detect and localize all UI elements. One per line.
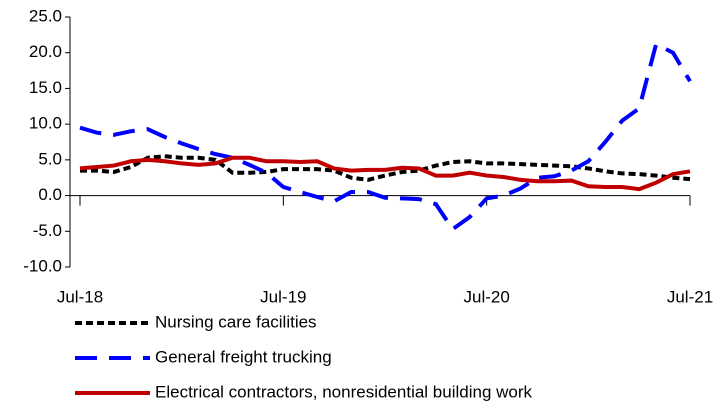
y-tick-label: 0.0	[38, 185, 62, 204]
y-tick-label: 15.0	[29, 78, 62, 97]
y-tick-label: -10.0	[23, 256, 62, 275]
legend-label: Electrical contractors, nonresidential b…	[155, 382, 533, 401]
y-tick-label: -5.0	[33, 221, 62, 240]
y-tick-label: 5.0	[38, 149, 62, 168]
series-line	[79, 155, 691, 192]
x-tick-label: Jul-19	[260, 287, 306, 306]
series-line	[79, 41, 692, 232]
series-line	[80, 154, 691, 182]
legend-label: Nursing care facilities	[155, 312, 317, 331]
y-tick-label: 20.0	[29, 42, 62, 61]
y-tick-label: 25.0	[29, 6, 62, 25]
x-tick-label: Jul-20	[464, 287, 510, 306]
x-tick-label: Jul-18	[57, 287, 103, 306]
x-tick-label: Jul-21	[667, 287, 713, 306]
y-tick-label: 10.0	[29, 114, 62, 133]
legend-label: General freight trucking	[155, 347, 332, 366]
